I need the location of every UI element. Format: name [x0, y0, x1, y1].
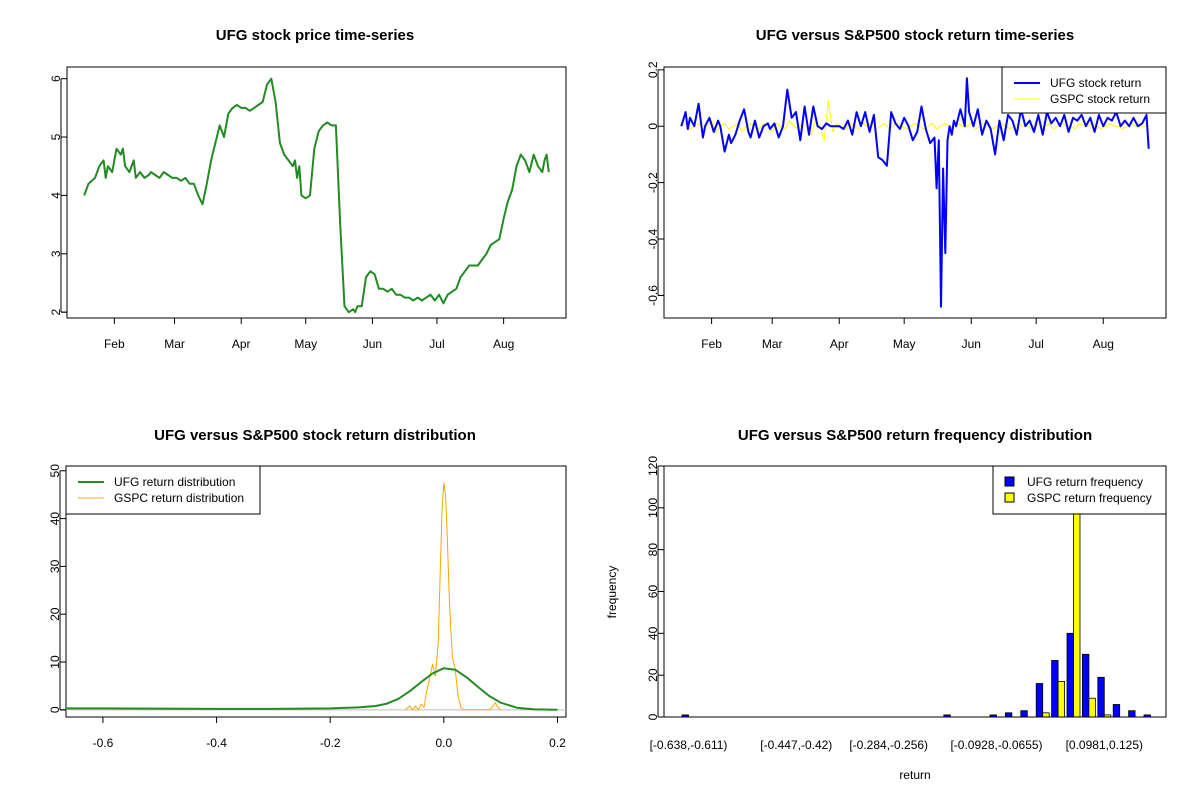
x-tick-label: Aug	[1093, 337, 1114, 351]
legend-label: GSPC return distribution	[114, 491, 244, 505]
series-line	[66, 667, 558, 711]
x-tick-label: May	[294, 337, 317, 351]
bar	[1112, 704, 1121, 718]
y-tick-label: 100	[646, 498, 660, 518]
legend-box	[65, 465, 261, 515]
x-tick-label: Jun	[962, 337, 981, 351]
return-distribution-chart: UFG versus S&P500 stock return distribut…	[48, 427, 567, 750]
x-tick-label: Jun	[363, 337, 382, 351]
bar	[1051, 660, 1059, 718]
bar	[1097, 676, 1105, 718]
x-tick-label: Mar	[164, 337, 185, 351]
y-tick-label: 20	[48, 607, 62, 621]
plot-frame	[65, 465, 567, 718]
frequency-distribution-chart: UFG versus S&P500 return frequency distr…	[605, 427, 1167, 782]
bar	[1128, 710, 1136, 718]
x-tick-label: [-0.0928,-0.0655)	[950, 738, 1042, 752]
y-tick-label: 0	[48, 706, 62, 713]
y-tick-label: 10	[48, 655, 62, 669]
chart-title: UFG versus S&P500 stock return time-seri…	[756, 27, 1074, 44]
bar	[1057, 681, 1065, 718]
y-tick-label: -0.2	[646, 172, 660, 193]
y-tick-label: 0	[646, 713, 660, 720]
x-tick-label: Aug	[493, 337, 514, 351]
series-line	[83, 77, 550, 314]
x-tick-label: -0.2	[320, 736, 341, 750]
legend-label: UFG return distribution	[114, 475, 235, 489]
x-tick-label: [-0.284,-0.256)	[849, 738, 928, 752]
x-tick-label: May	[893, 337, 916, 351]
x-tick-label: Jul	[429, 337, 444, 351]
y-tick-label: 0.2	[646, 61, 660, 78]
y-tick-label: 50	[48, 464, 62, 478]
x-tick-label: Apr	[232, 337, 251, 351]
legend-label: UFG stock return	[1050, 76, 1141, 90]
chart-title: UFG stock price time-series	[216, 27, 414, 44]
x-tick-label: Feb	[104, 337, 125, 351]
legend-box	[1001, 66, 1167, 114]
x-tick-label: [0.0981,0.125)	[1066, 738, 1143, 752]
bar	[1082, 653, 1090, 718]
y-axis-label: frequency	[605, 566, 619, 619]
x-tick-label: Mar	[762, 337, 783, 351]
y-tick-label: 40	[646, 626, 660, 640]
chart-title: UFG versus S&P500 return frequency distr…	[738, 427, 1092, 444]
chart-title: UFG versus S&P500 stock return distribut…	[154, 427, 476, 444]
legend-label: GSPC return frequency	[1027, 491, 1152, 505]
y-tick-label: 3	[49, 250, 63, 257]
legend-swatch	[1004, 476, 1015, 487]
bar	[1088, 697, 1096, 718]
legend-label: UFG return frequency	[1027, 475, 1143, 489]
legend-label: GSPC stock return	[1050, 92, 1150, 106]
plot-frame	[66, 66, 567, 319]
series-line	[680, 77, 1150, 308]
y-tick-label: 120	[646, 456, 660, 476]
x-tick-label: -0.6	[93, 736, 114, 750]
y-tick-label: 30	[48, 559, 62, 573]
y-tick-label: 80	[646, 543, 660, 557]
bar	[1073, 507, 1081, 718]
y-tick-label: 6	[49, 75, 63, 82]
y-tick-label: -0.4	[646, 228, 660, 249]
bar	[1020, 710, 1028, 718]
y-tick-label: 20	[646, 668, 660, 682]
x-tick-label: -0.4	[206, 736, 227, 750]
x-tick-label: 0.0	[435, 736, 452, 750]
x-tick-label: 0.2	[549, 736, 566, 750]
y-tick-label: 0	[646, 123, 660, 130]
legend-swatch	[1004, 492, 1015, 503]
price-chart: UFG stock price time-series 2 3 4 5 6 Feb Mar A…	[49, 27, 567, 351]
bar	[1042, 712, 1050, 718]
x-tick-label: Feb	[701, 337, 722, 351]
x-axis-label: return	[899, 768, 930, 782]
x-tick-label: Apr	[830, 337, 849, 351]
y-tick-label: 40	[48, 512, 62, 526]
return-timeseries-chart: UFG versus S&P500 stock return time-seri…	[646, 27, 1167, 351]
y-tick-label: 60	[646, 585, 660, 599]
x-tick-label: [-0.638,-0.611)	[650, 738, 728, 752]
bar	[1066, 632, 1074, 718]
y-tick-label: 5	[49, 133, 63, 140]
y-tick-label: 4	[49, 192, 63, 199]
x-tick-label: [-0.447,-0.42)	[760, 738, 832, 752]
bar	[1005, 712, 1013, 718]
series-line	[404, 482, 502, 711]
plot-frame	[663, 66, 1167, 319]
y-tick-label: -0.6	[646, 285, 660, 306]
bar	[1035, 683, 1044, 718]
legend-box	[992, 465, 1167, 515]
x-tick-label: Jul	[1029, 337, 1044, 351]
y-tick-label: 2	[49, 309, 63, 316]
